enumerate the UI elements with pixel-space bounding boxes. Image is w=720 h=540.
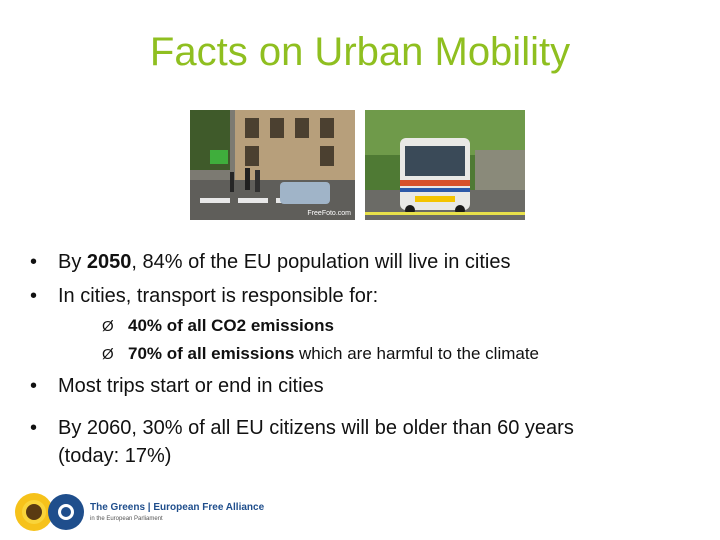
sunflower-eu-logo-icon <box>15 493 84 531</box>
arrow-bullet-icon: Ø <box>102 318 114 335</box>
slide-title: Facts on Urban Mobility <box>149 30 571 74</box>
logo-subtitle: in the European Parliament <box>90 516 163 522</box>
bus-photo <box>365 110 525 220</box>
bullet-line: By 2060, 30% of all EU citizens will be … <box>58 417 574 439</box>
bullet-text: , 84% of the EU population will live in … <box>131 251 511 273</box>
sub-bullet-text: which are harmful to the climate <box>294 344 540 363</box>
sub-bullet-item: Ø 40% of all CO2 emissions <box>102 315 334 338</box>
street-photo: FreeFoto.com <box>190 110 355 220</box>
bullet-text: Most trips start or end in cities <box>58 375 324 397</box>
sub-bullet-emphasis: 40% of all CO2 emissions <box>128 316 334 335</box>
bullet-glyph: • <box>30 285 38 307</box>
bullet-glyph: • <box>30 417 38 439</box>
greens-efa-logo: The Greens | European Free Alliance in t… <box>12 490 272 534</box>
bullet-item: • In cities, transport is responsible fo… <box>30 282 378 310</box>
sub-bullet-item: Ø 70% of all emissions which are harmful … <box>102 343 539 366</box>
bullet-item: • By 2050, 84% of the EU population will… <box>30 248 511 276</box>
bullet-glyph: • <box>30 375 38 397</box>
bullet-line: (today: 17%) <box>58 445 172 467</box>
logo-title: The Greens | European Free Alliance <box>90 502 265 513</box>
bullet-emphasis: 2050 <box>86 251 132 273</box>
arrow-bullet-icon: Ø <box>102 346 114 363</box>
bullet-text: In cities, transport is responsible for: <box>58 285 379 307</box>
sub-bullet-emphasis: 70% of all emissions <box>128 344 295 363</box>
bullet-item: • Most trips start or end in cities <box>30 372 324 400</box>
bullet-glyph: • <box>30 251 38 273</box>
bullet-text: By <box>58 251 87 273</box>
bullet-text: By 2060, 30% of all EU citizens will be … <box>30 414 574 470</box>
photo-caption: FreeFoto.com <box>307 210 351 217</box>
bullet-item: • By 2060, 30% of all EU citizens will b… <box>30 414 574 470</box>
